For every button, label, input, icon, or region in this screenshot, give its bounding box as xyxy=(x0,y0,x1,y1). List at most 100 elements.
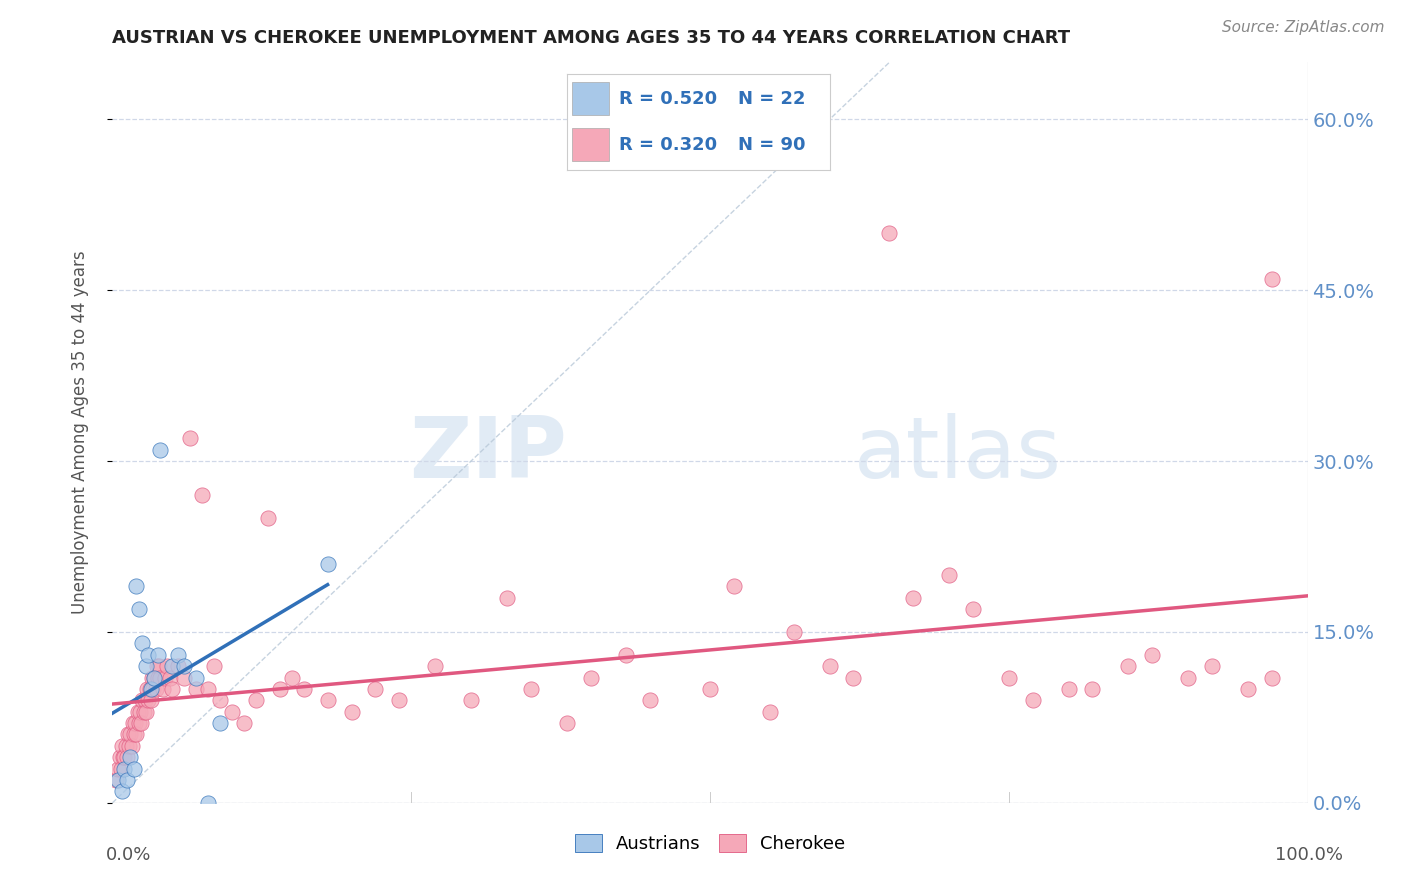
Point xyxy=(245,693,267,707)
Point xyxy=(496,591,519,605)
Point xyxy=(579,671,602,685)
Point xyxy=(121,739,143,753)
Point xyxy=(1261,671,1284,685)
Point xyxy=(145,681,167,696)
Point xyxy=(186,681,208,696)
Point xyxy=(114,762,135,776)
Point xyxy=(107,762,129,776)
Point xyxy=(388,693,411,707)
Point xyxy=(135,659,157,673)
Point xyxy=(127,705,149,719)
Text: Source: ZipAtlas.com: Source: ZipAtlas.com xyxy=(1222,20,1385,35)
Point xyxy=(1118,659,1140,673)
Point xyxy=(129,716,152,731)
Point xyxy=(460,693,482,707)
Point xyxy=(364,681,387,696)
Point xyxy=(903,591,925,605)
Point xyxy=(209,716,232,731)
Point xyxy=(114,750,135,764)
Point xyxy=(115,772,138,787)
Point xyxy=(122,762,145,776)
Point xyxy=(121,716,143,731)
Point xyxy=(122,727,145,741)
Point xyxy=(316,557,339,571)
Point xyxy=(141,671,163,685)
Point xyxy=(179,431,201,445)
Point xyxy=(759,705,782,719)
Point xyxy=(124,716,146,731)
Text: ZIP: ZIP xyxy=(409,413,567,496)
Text: AUSTRIAN VS CHEROKEE UNEMPLOYMENT AMONG AGES 35 TO 44 YEARS CORRELATION CHART: AUSTRIAN VS CHEROKEE UNEMPLOYMENT AMONG … xyxy=(112,29,1070,47)
Point xyxy=(107,772,129,787)
Point xyxy=(112,750,135,764)
Point xyxy=(173,671,195,685)
Text: 0.0%: 0.0% xyxy=(105,846,150,863)
Point xyxy=(1177,671,1199,685)
Point xyxy=(143,671,166,685)
Point xyxy=(132,705,155,719)
Point xyxy=(146,648,169,662)
Point xyxy=(425,659,447,673)
Point xyxy=(1261,272,1284,286)
Point xyxy=(699,681,721,696)
Point xyxy=(149,442,172,457)
Point xyxy=(520,681,543,696)
Point xyxy=(120,727,142,741)
Point xyxy=(105,772,128,787)
Point xyxy=(197,681,219,696)
Text: 100.0%: 100.0% xyxy=(1275,846,1343,863)
Point xyxy=(197,796,219,810)
Point xyxy=(640,693,662,707)
Point xyxy=(879,227,901,241)
Point xyxy=(156,659,179,673)
Point xyxy=(1057,681,1080,696)
Point xyxy=(131,636,153,650)
Point xyxy=(131,693,153,707)
Point xyxy=(148,659,170,673)
Point xyxy=(111,739,134,753)
Point xyxy=(1022,693,1045,707)
Point xyxy=(616,648,638,662)
Point xyxy=(173,659,195,673)
Text: atlas: atlas xyxy=(853,413,1062,496)
Point xyxy=(186,671,208,685)
Point xyxy=(782,624,804,639)
Point xyxy=(138,681,160,696)
Point xyxy=(233,716,256,731)
Point xyxy=(120,750,142,764)
Point xyxy=(555,716,578,731)
Point xyxy=(1142,648,1164,662)
Point xyxy=(340,705,363,719)
Point xyxy=(138,693,160,707)
Point xyxy=(167,648,190,662)
Point xyxy=(962,602,984,616)
Point xyxy=(723,579,745,593)
Point xyxy=(135,705,157,719)
Point xyxy=(938,568,960,582)
Point xyxy=(118,739,141,753)
Point xyxy=(1201,659,1223,673)
Legend: Austrians, Cherokee: Austrians, Cherokee xyxy=(568,827,852,861)
Point xyxy=(167,659,190,673)
Y-axis label: Unemployment Among Ages 35 to 44 years: Unemployment Among Ages 35 to 44 years xyxy=(70,251,89,615)
Point xyxy=(162,659,183,673)
Point xyxy=(1081,681,1104,696)
Point xyxy=(257,511,280,525)
Point xyxy=(221,705,243,719)
Point xyxy=(139,681,162,696)
Point xyxy=(842,671,865,685)
Point xyxy=(142,681,165,696)
Point xyxy=(159,671,181,685)
Point xyxy=(114,739,136,753)
Point xyxy=(152,681,174,696)
Point xyxy=(108,750,131,764)
Point xyxy=(202,659,225,673)
Point xyxy=(129,705,152,719)
Point xyxy=(292,681,315,696)
Point xyxy=(269,681,291,696)
Point xyxy=(998,671,1021,685)
Point xyxy=(125,579,148,593)
Point xyxy=(209,693,232,707)
Point xyxy=(139,693,162,707)
Point xyxy=(145,659,167,673)
